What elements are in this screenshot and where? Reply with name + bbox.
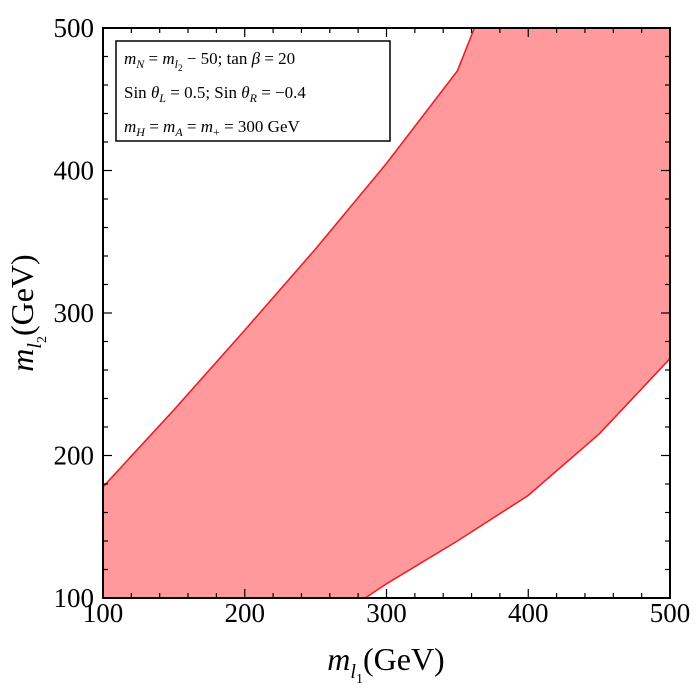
y-axis-label-subsub: 2 xyxy=(35,336,50,343)
annotation-frame xyxy=(115,40,391,142)
x-axis-label-subsub: 1 xyxy=(356,672,363,687)
x-tick-label: 300 xyxy=(366,598,407,628)
x-tick-label: 500 xyxy=(650,598,691,628)
y-axis-label-base: m xyxy=(4,349,40,372)
x-tick-labels: 100 200 300 400 500 xyxy=(83,598,691,628)
x-axis-label-base: m xyxy=(327,641,350,677)
y-tick-labels: 100 200 300 400 500 xyxy=(54,13,95,613)
y-tick-label: 200 xyxy=(54,441,95,471)
x-axis-label-unit: (GeV) xyxy=(363,641,445,677)
annotation-line-1: mN = ml2 − 50; tan β = 20 xyxy=(124,49,295,73)
allowed-region-band xyxy=(103,28,670,598)
band-upper-boundary xyxy=(102,27,476,488)
x-axis-label-sub: l xyxy=(350,661,356,683)
y-tick-label: 100 xyxy=(54,583,95,613)
y-tick-label: 500 xyxy=(54,13,95,43)
plot-frame xyxy=(102,27,671,599)
y-tick-label: 300 xyxy=(54,298,95,328)
x-tick-label: 400 xyxy=(508,598,549,628)
y-axis-label-sub: l xyxy=(24,343,46,349)
annotation-box: mN = ml2 − 50; tan β = 20 Sin θL = 0.5; … xyxy=(115,40,391,142)
y-axis-label: ml2(GeV) xyxy=(4,254,50,371)
annotation-line-3: mH = mA = m+ = 300 GeV xyxy=(124,117,300,139)
y-axis-label-unit: (GeV) xyxy=(4,254,40,336)
y-tick-label: 400 xyxy=(54,156,95,186)
x-axis-label: ml1(GeV) xyxy=(327,641,444,687)
x-tick-label: 200 xyxy=(225,598,266,628)
band-lower-boundary xyxy=(364,358,671,599)
annotation-line-2: Sin θL = 0.5; Sin θR = −0.4 xyxy=(124,83,306,105)
x-tick-label: 100 xyxy=(83,598,124,628)
